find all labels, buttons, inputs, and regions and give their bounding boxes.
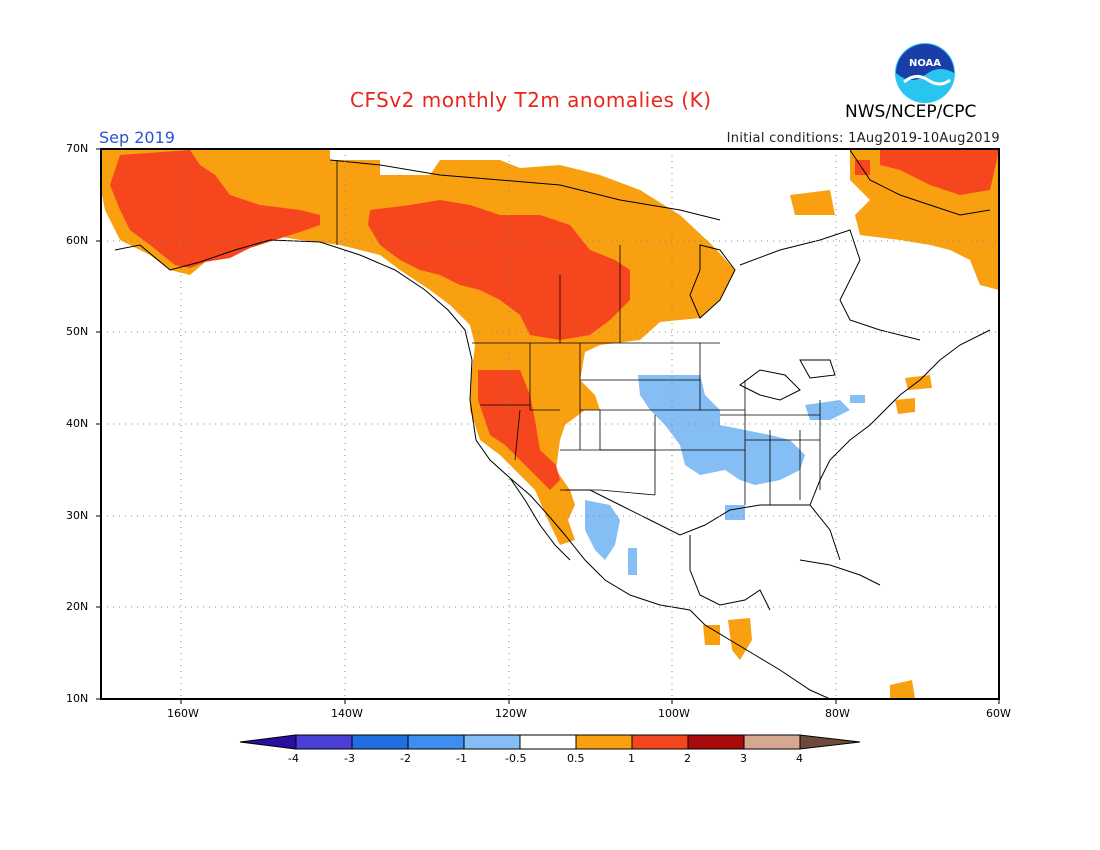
east-coast [809, 329, 991, 506]
colorbar-swatch [407, 734, 465, 750]
colorbar-swatch [575, 734, 633, 750]
warm-anomaly-southamerica [890, 680, 915, 699]
mexico-gulf-coast [689, 535, 771, 611]
hot-anomaly-greenland [855, 150, 999, 195]
hot-anomaly-alaska [110, 150, 320, 268]
lon-label-120w: 120W [495, 707, 527, 720]
warm-anomaly-newengland [895, 375, 932, 414]
colorbar-swatch [743, 734, 801, 750]
lat-label-20n: 20N [66, 600, 89, 613]
colorbar-swatch [351, 734, 409, 750]
hot-anomaly-west-us [478, 370, 560, 490]
colorbar-label: -2 [400, 752, 411, 765]
lat-label-50n: 50N [66, 325, 89, 338]
lat-label-60n: 60N [66, 234, 89, 247]
lat-label-10n: 10N [66, 692, 89, 705]
colorbar-swatch [631, 734, 689, 750]
greenland-coast [849, 149, 991, 216]
colorbar-swatch [687, 734, 745, 750]
great-lakes [739, 359, 836, 401]
warm-anomaly-labrador [790, 190, 835, 215]
political-boundaries [336, 160, 821, 505]
colorbar-label: 4 [796, 752, 803, 765]
labrador-coast [739, 229, 921, 341]
lon-label-160w: 160W [167, 707, 199, 720]
arctic-coast [329, 159, 721, 221]
colorbar-label: -3 [344, 752, 355, 765]
cool-anomaly-plains [638, 375, 805, 485]
lon-label-80w: 80W [825, 707, 850, 720]
colorbar-label: 0.5 [567, 752, 585, 765]
lon-label-140w: 140W [331, 707, 363, 720]
colorbar-label: -4 [288, 752, 299, 765]
hudson-bay [689, 244, 736, 319]
cool-anomaly-gulf [725, 505, 745, 520]
colorbar-arrow-high [799, 734, 861, 750]
colorbar-label: 2 [684, 752, 691, 765]
axis-ticks [96, 148, 1000, 704]
noaa-logo: NOAA [895, 43, 955, 103]
cool-anomaly-midwest [805, 395, 865, 420]
lon-label-60w: 60W [986, 707, 1011, 720]
map-title: CFSv2 monthly T2m anomalies (K) [350, 88, 712, 112]
anomaly-fill-layer [101, 150, 999, 699]
colorbar-swatch [295, 734, 353, 750]
cuba [799, 559, 881, 586]
forecast-month: Sep 2019 [99, 128, 175, 147]
gulf-coast [565, 489, 841, 561]
colorbar-swatch [463, 734, 521, 750]
lon-label-100w: 100W [658, 707, 690, 720]
colorbar-label: 1 [628, 752, 635, 765]
north-america-coast [114, 239, 831, 699]
colorbar-swatch [519, 734, 577, 750]
agency-label: NWS/NCEP/CPC [845, 102, 977, 122]
colorbar [239, 734, 861, 750]
colorbar-arrow-low [239, 734, 297, 750]
coastline-layer [114, 149, 991, 699]
lat-label-70n: 70N [66, 142, 89, 155]
baja-california [509, 477, 571, 561]
lat-label-30n: 30N [66, 509, 89, 522]
initial-conditions: Initial conditions: 1Aug2019-10Aug2019 [726, 131, 1000, 146]
lat-label-40n: 40N [66, 417, 89, 430]
hot-anomaly-canada [368, 200, 630, 340]
warm-anomaly-centralamerica [703, 618, 752, 660]
colorbar-label: 3 [740, 752, 747, 765]
colorbar-label: -1 [456, 752, 467, 765]
cool-anomaly-mexico [585, 500, 637, 575]
colorbar-label: -0.5 [505, 752, 527, 765]
noaa-logo-text: NOAA [909, 58, 941, 69]
